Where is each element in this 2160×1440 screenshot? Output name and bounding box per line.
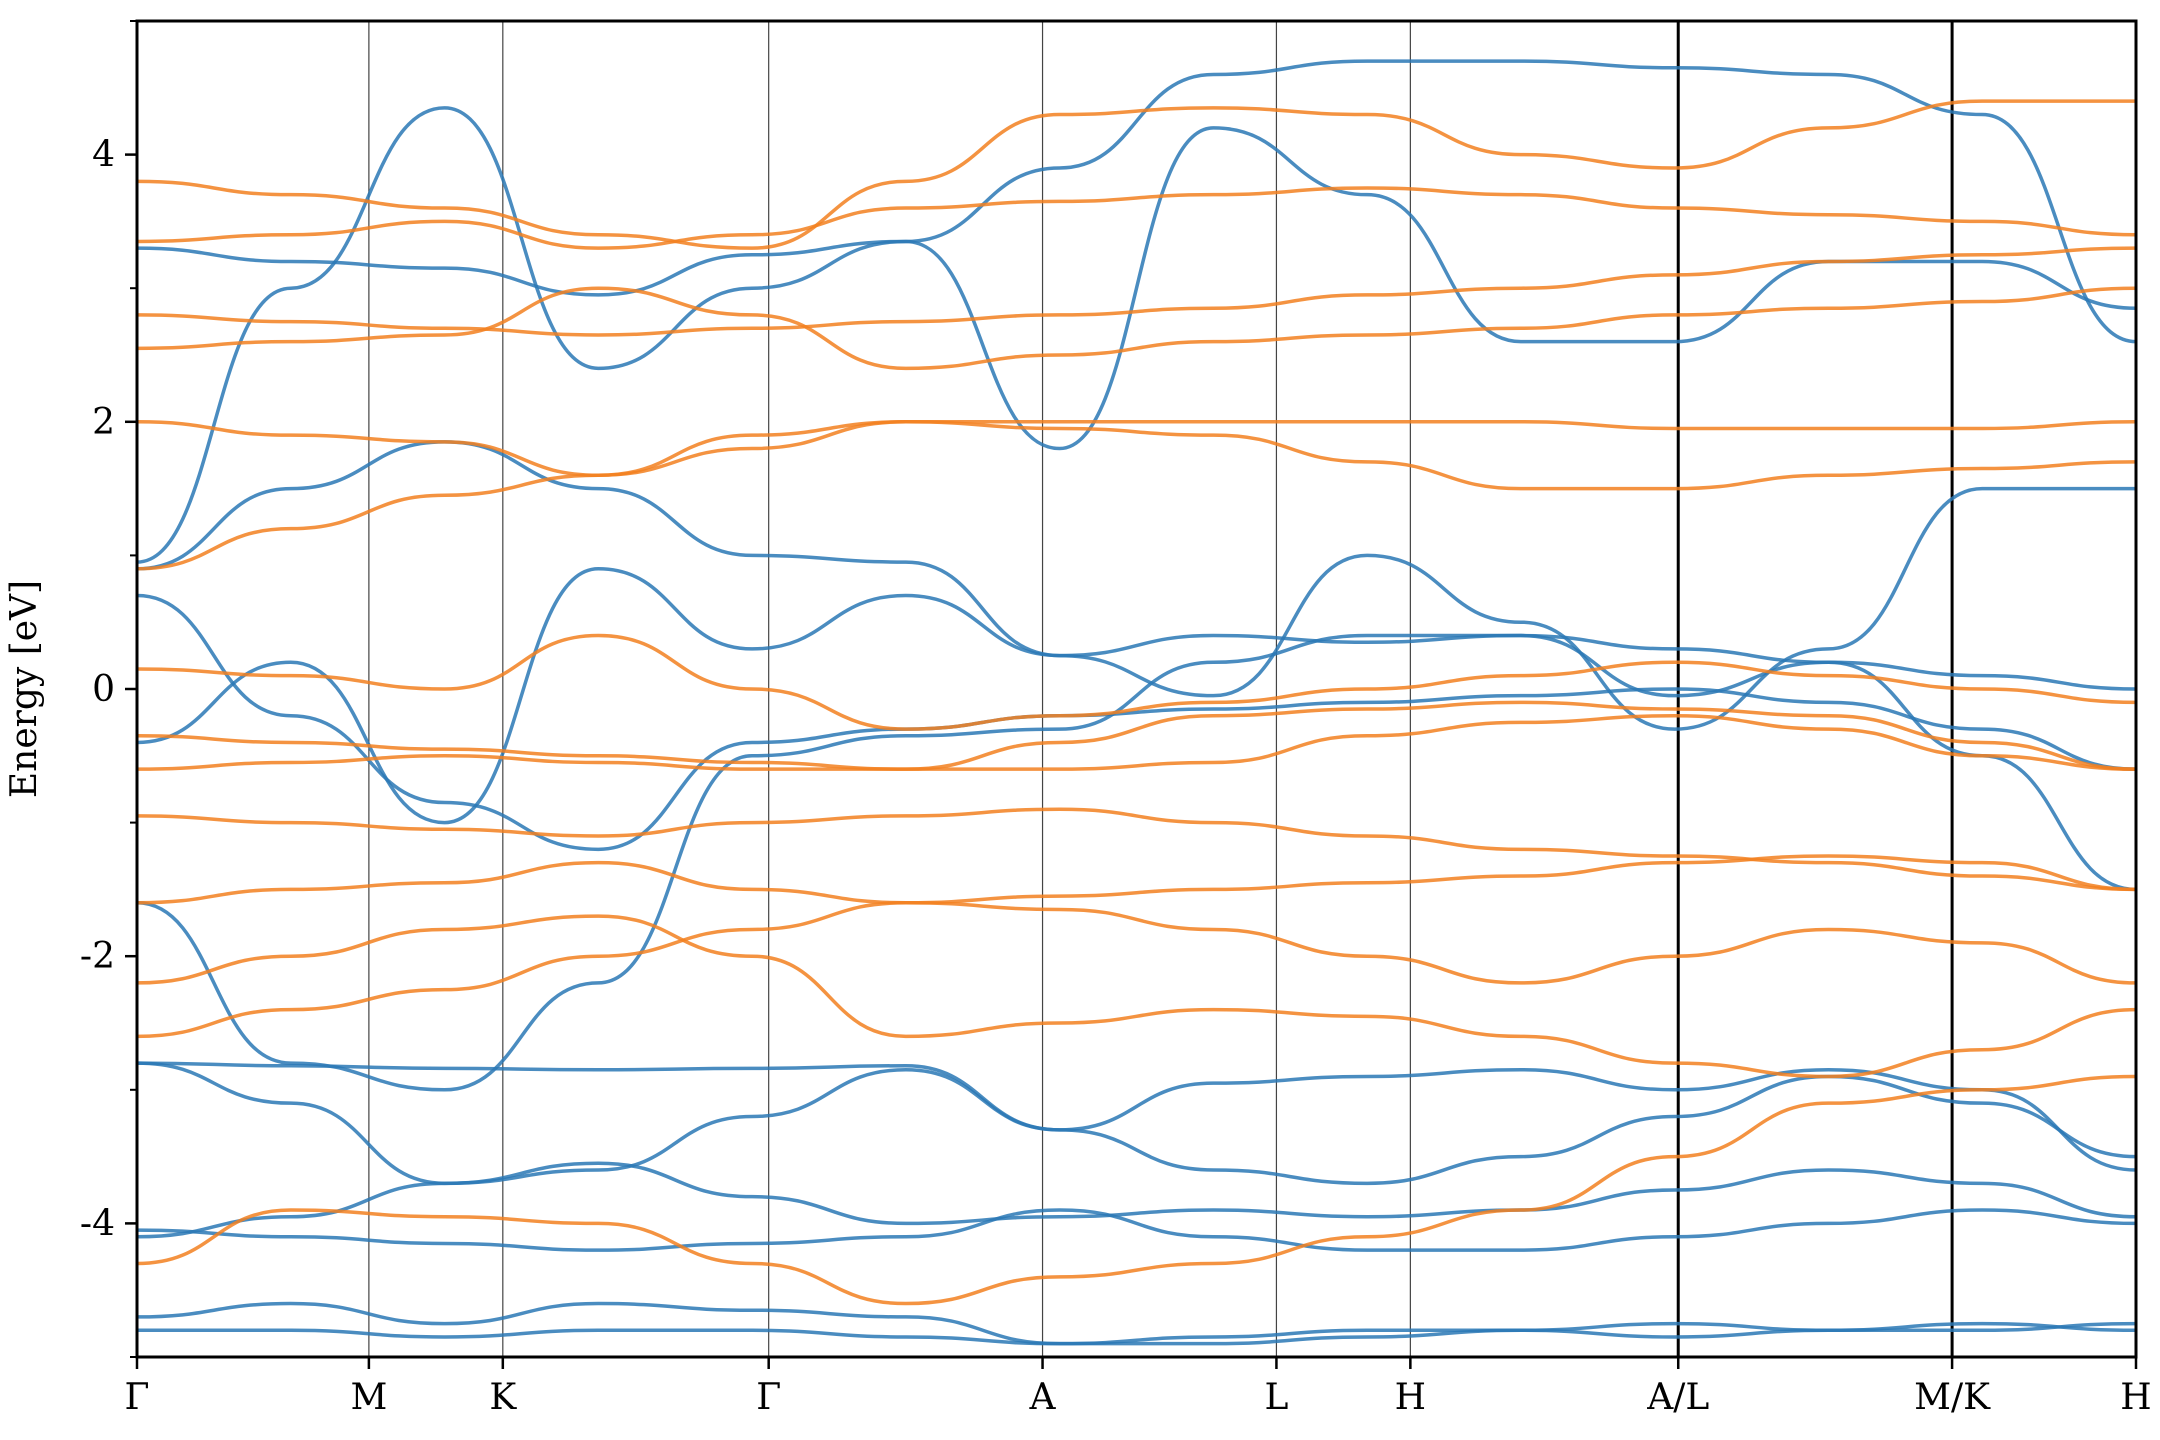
x-axis-ticks: Γ M K Γ A L H A/L M/K H (125, 1357, 2152, 1418)
y-axis-label: Energy [eV] (4, 580, 45, 798)
y-tick-label: -2 (80, 936, 115, 977)
orange-band-6 (137, 420, 2136, 571)
blue-band-7 (137, 440, 2136, 731)
orange-band-7 (137, 420, 2136, 477)
blue-band-0 (137, 1321, 2136, 1346)
orange-band-4 (137, 901, 2136, 1039)
orange-band-13 (137, 1074, 2136, 1306)
x-tick-label: H (1395, 1377, 1426, 1418)
x-tick-label: A (1029, 1377, 1057, 1418)
orange-band-11 (137, 99, 2136, 250)
band-lines (137, 59, 2136, 1346)
orange-band-1 (137, 700, 2136, 771)
y-tick-label: 2 (92, 402, 115, 443)
orange-band-5 (137, 914, 2136, 1079)
y-axis-ticks: -4 -2 0 2 4 (80, 20, 137, 1358)
orange-band-9 (137, 246, 2136, 337)
y-tick-label: 4 (92, 135, 115, 176)
blue-band-1 (137, 1161, 2136, 1239)
orange-band-10 (137, 186, 2136, 250)
x-tick-label: K (489, 1377, 517, 1418)
x-tick-label: H (2120, 1377, 2151, 1418)
blue-band-9 (137, 59, 2136, 344)
orange-band-2 (137, 807, 2136, 892)
orange-band-0 (137, 713, 2136, 771)
blue-band-11 (137, 1301, 2136, 1346)
x-tick-label: Γ (125, 1377, 150, 1418)
blue-band-8 (137, 106, 2136, 564)
x-tick-label: A/L (1646, 1377, 1709, 1418)
x-tick-label: L (1264, 1377, 1288, 1418)
x-tick-label: M (350, 1377, 387, 1418)
y-tick-label: 0 (92, 669, 115, 710)
orange-band-8 (137, 286, 2136, 371)
blue-band-2 (137, 1208, 2136, 1252)
blue-band-4 (137, 1061, 2136, 1172)
orange-band-12 (137, 633, 2136, 731)
y-tick-label: -4 (80, 1203, 115, 1244)
blue-band-5 (137, 593, 2136, 852)
x-tick-label: M/K (1914, 1377, 1991, 1418)
x-tick-label: Γ (756, 1377, 781, 1418)
orange-band-3 (137, 854, 2136, 905)
blue-band-10 (137, 633, 2136, 1092)
blue-band-3 (137, 1061, 2136, 1186)
